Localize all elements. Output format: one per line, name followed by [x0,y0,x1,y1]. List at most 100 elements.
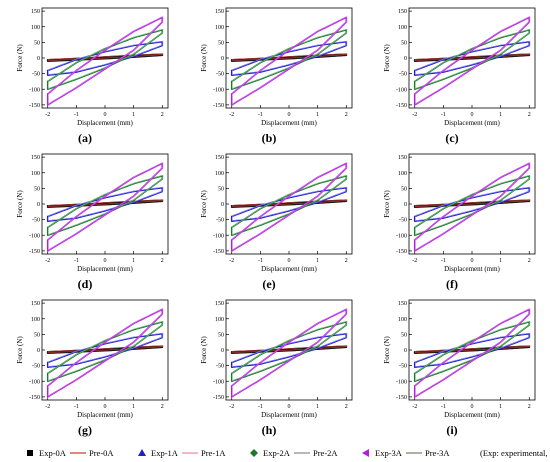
y-tick-label: -150 [213,395,224,401]
x-axis-label: Displacement (mm) [444,119,500,127]
x-tick-label: -2 [229,112,234,118]
y-tick-label: -50 [399,72,407,78]
panel-9: -2 -1 0 1 2 -150 -100 -50 0 50 100 150 Displacement … [383,299,536,437]
y-tick-label: 150 [215,9,224,15]
loop-3A-pred [232,16,348,105]
x-tick-label: -1 [258,258,263,264]
x-tick-label: 0 [471,258,474,264]
loop-2A-pred [48,174,164,236]
x-tick-label: 2 [161,404,164,410]
y-tick-label: -50 [32,364,40,370]
loop-1A-pred [232,186,348,221]
y-tick-label: -100 [29,233,40,239]
loop-0A-exp [230,345,348,355]
legend-label: Exp-1A [151,448,179,458]
legend-item-pre-2a: Pre-2A [294,448,338,458]
panel-2: -2 -1 0 1 2 -150 -100 -50 0 50 100 150 Displacement … [200,7,353,145]
y-tick-label: 100 [215,25,224,31]
loop-2A-pred [415,320,531,382]
x-tick-label: 0 [288,404,291,410]
x-tick-label: 2 [528,258,531,264]
y-axis-label: Force (N) [383,336,391,364]
x-tick-label: 1 [499,258,502,264]
loop-2A-pred [232,320,348,382]
x-tick-label: -2 [45,112,50,118]
loop-0A-exp [230,199,348,209]
y-tick-label: 50 [401,40,407,46]
y-tick-label: 0 [404,348,407,354]
y-tick-label: 50 [34,332,40,338]
legend-item-pre-1a: Pre-1A [182,448,226,458]
y-tick-label: 0 [37,56,40,62]
panel-label: (f) [446,277,458,291]
y-tick-label: -50 [399,364,407,370]
y-tick-label: 0 [404,202,407,208]
panel-6: -2 -1 0 1 2 -150 -100 -50 0 50 100 150 Displacement … [383,153,536,291]
x-tick-label: -2 [412,404,417,410]
loop-2A-pred [48,320,164,382]
y-tick-label: 100 [398,317,407,323]
y-tick-label: 150 [31,155,40,161]
y-tick-label: 150 [398,301,407,307]
x-tick-label: 2 [528,112,531,118]
y-tick-label: 50 [218,186,224,192]
x-tick-label: -1 [74,258,79,264]
x-axis-label: Displacement (mm) [77,411,133,419]
x-tick-label: 0 [288,258,291,264]
y-tick-label: -50 [399,218,407,224]
x-tick-label: -1 [258,404,263,410]
y-tick-label: -50 [32,218,40,224]
x-tick-label: 0 [471,404,474,410]
x-tick-label: 1 [499,112,502,118]
y-tick-label: 50 [34,186,40,192]
y-tick-label: -150 [213,249,224,255]
loop-3A-pred [48,162,164,251]
legend-marker-diamond [250,449,258,457]
legend-marker-triangle-left [362,449,369,457]
y-axis-label: Force (N) [200,336,208,364]
x-axis-label: Displacement (mm) [261,119,317,127]
y-tick-label: -150 [396,395,407,401]
y-axis-label: Force (N) [200,190,208,218]
y-tick-label: -50 [32,72,40,78]
loop-1A-pred [48,186,164,221]
y-axis-label: Force (N) [383,190,391,218]
x-tick-label: -2 [45,404,50,410]
y-tick-label: -150 [29,395,40,401]
legend-label: Exp-0A [39,448,67,458]
y-tick-label: 50 [401,332,407,338]
y-tick-label: -150 [29,249,40,255]
legend-item-pre-3a: Pre-3A [406,448,450,458]
x-tick-label: -2 [229,258,234,264]
loop-1A-pred [48,332,164,367]
loop-2A-pred [415,28,531,90]
loop-0A-exp [413,199,531,209]
loop-0A-exp [230,53,348,63]
y-tick-label: -100 [396,379,407,385]
loop-3A-pred [48,308,164,397]
legend-item-exp-1a: Exp-1A [138,448,179,458]
y-tick-label: 100 [31,171,40,177]
loop-0A-exp [46,199,164,209]
y-tick-label: -100 [29,87,40,93]
y-tick-label: -150 [213,103,224,109]
x-axis-label: Displacement (mm) [444,411,500,419]
y-tick-label: -50 [216,72,224,78]
loop-3A-pred [415,16,531,105]
legend-label: Pre-0A [89,448,114,458]
loop-0A-exp [46,345,164,355]
loop-1A-pred [232,40,348,75]
y-tick-label: 150 [215,301,224,307]
y-tick-label: 50 [218,332,224,338]
panel-label: (d) [78,277,93,291]
panel-8: -2 -1 0 1 2 -150 -100 -50 0 50 100 150 Displacement … [200,299,353,437]
x-tick-label: -1 [74,404,79,410]
legend-label: Exp-3A [375,448,403,458]
y-axis-label: Force (N) [16,44,24,72]
legend-label: Pre-3A [425,448,450,458]
legend-label: Exp-2A [263,448,291,458]
y-tick-label: 0 [404,56,407,62]
y-tick-label: 0 [37,348,40,354]
legend-marker-square [27,450,33,456]
